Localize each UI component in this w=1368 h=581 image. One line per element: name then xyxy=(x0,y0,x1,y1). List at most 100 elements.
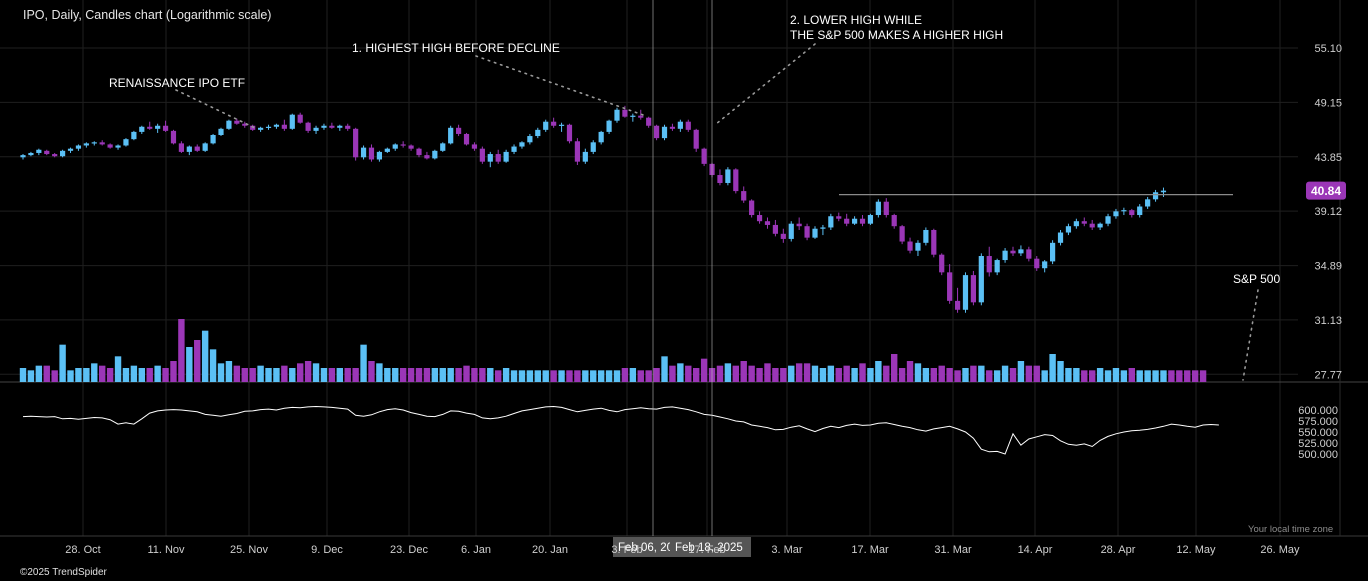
volume-bar xyxy=(597,370,605,382)
candle-body xyxy=(701,148,707,164)
annotation-lower-high-2: THE S&P 500 MAKES A HIGHER HIGH xyxy=(790,28,1003,42)
candle-body xyxy=(978,256,984,303)
volume-bar xyxy=(1144,370,1151,382)
volume-bar xyxy=(423,368,431,382)
volume-bar xyxy=(637,370,644,382)
sp500-tick-label: 500.000 xyxy=(1298,449,1338,461)
candle-body xyxy=(392,144,398,149)
volume-bar xyxy=(582,370,589,382)
candle-body xyxy=(796,223,802,227)
candle-body xyxy=(1050,242,1056,262)
candle-body xyxy=(281,124,287,129)
time-tick-label: 9. Dec xyxy=(311,544,343,556)
time-tick-label: 26. May xyxy=(1260,544,1300,556)
candle-body xyxy=(218,128,224,135)
volume-bar xyxy=(130,365,138,382)
volume-bar xyxy=(415,368,423,382)
volume-bar xyxy=(186,347,193,382)
candle-body xyxy=(353,128,359,158)
volume-bar xyxy=(27,370,35,382)
candle-body xyxy=(432,150,438,159)
candle-body xyxy=(202,143,208,151)
candle-body xyxy=(440,143,446,151)
price-tick-label: 55.10 xyxy=(1314,43,1342,55)
candle-body xyxy=(638,115,644,118)
candle-body xyxy=(590,142,596,152)
volume-bar xyxy=(178,319,185,382)
annotation-highest-high: 1. HIGHEST HIGH BEFORE DECLINE xyxy=(352,41,560,55)
candle-body xyxy=(1089,223,1095,228)
volume-bar xyxy=(83,368,90,382)
time-tick-label: 3. Feb xyxy=(611,544,642,556)
candle-body xyxy=(677,121,683,129)
volume-bar xyxy=(724,363,732,382)
candle-body xyxy=(479,148,485,162)
volume-bar xyxy=(859,363,866,382)
candle-body xyxy=(812,228,818,238)
gridlines xyxy=(0,0,1368,537)
candle-body xyxy=(289,114,295,129)
volume-bar xyxy=(194,340,201,382)
time-tick-label: 14. Apr xyxy=(1018,544,1053,556)
candle-body xyxy=(954,300,961,310)
volume-bar xyxy=(819,368,827,382)
volume-bar xyxy=(1184,370,1191,382)
volume-bar xyxy=(146,368,153,382)
volume-bar xyxy=(170,361,177,382)
candle-body xyxy=(543,121,549,130)
candle-body xyxy=(859,218,866,224)
candle-body xyxy=(242,123,248,126)
volume-bar xyxy=(605,370,613,382)
candle-body xyxy=(646,117,652,126)
price-axis[interactable]: 27.77 31.13 34.89 39.12 43.85 49.15 55.10 xyxy=(1314,43,1342,381)
candle-body xyxy=(250,125,256,130)
volume-bar xyxy=(320,368,328,382)
volume-bar xyxy=(51,370,58,382)
volume-bar xyxy=(930,368,937,382)
volume-bar xyxy=(1199,370,1207,382)
volume-bar xyxy=(661,356,668,382)
volume-bar xyxy=(1168,370,1175,382)
candle-body xyxy=(360,147,367,158)
volume-bar xyxy=(304,361,312,382)
volume-bar xyxy=(43,365,50,382)
volume-bar xyxy=(487,368,494,382)
time-axis[interactable]: 28. Oct 11. Nov 25. Nov 9. Dec 23. Dec 6. Jan… xyxy=(65,544,1300,556)
footer-copyright: ©2025 TrendSpider xyxy=(20,567,108,578)
time-tick-label: 6. Jan xyxy=(461,544,491,556)
price-tick-label: 39.12 xyxy=(1314,206,1342,218)
volume-bar xyxy=(312,363,320,382)
crosshair-date-label: Feb 06, 2025 xyxy=(618,542,686,554)
candle-body xyxy=(20,155,26,158)
volume-bar xyxy=(693,368,700,382)
time-tick-label: 31. Mar xyxy=(934,544,972,556)
candle-body xyxy=(741,191,747,201)
volume-bar xyxy=(407,368,415,382)
volume-bar xyxy=(463,365,470,382)
candle-body xyxy=(1073,221,1079,227)
candle-body xyxy=(630,115,636,117)
volume-bar xyxy=(265,368,272,382)
volume-bar xyxy=(225,361,233,382)
candle-body xyxy=(1065,226,1072,233)
volume-bar xyxy=(645,370,652,382)
timezone-note[interactable]: Your local time zone xyxy=(1248,524,1333,535)
sp500-tick-label: 550.000 xyxy=(1298,427,1338,439)
volume-bar xyxy=(986,370,993,382)
volume-bar xyxy=(257,365,264,382)
price-tick-label: 27.77 xyxy=(1314,369,1342,381)
volume-bar xyxy=(281,365,288,382)
candle-body xyxy=(487,154,493,162)
volume-bar xyxy=(1136,370,1143,382)
candle-body xyxy=(654,125,660,139)
candle-body xyxy=(329,125,335,128)
volume-bar xyxy=(1104,370,1112,382)
annotation-pointer xyxy=(475,55,647,117)
volume-bar xyxy=(1191,370,1199,382)
crosshair-date-label: Feb 18, 2025 xyxy=(675,542,743,554)
candle-body xyxy=(511,146,517,152)
volume-bar xyxy=(479,368,486,382)
time-tick-label: 28. Apr xyxy=(1101,544,1136,556)
